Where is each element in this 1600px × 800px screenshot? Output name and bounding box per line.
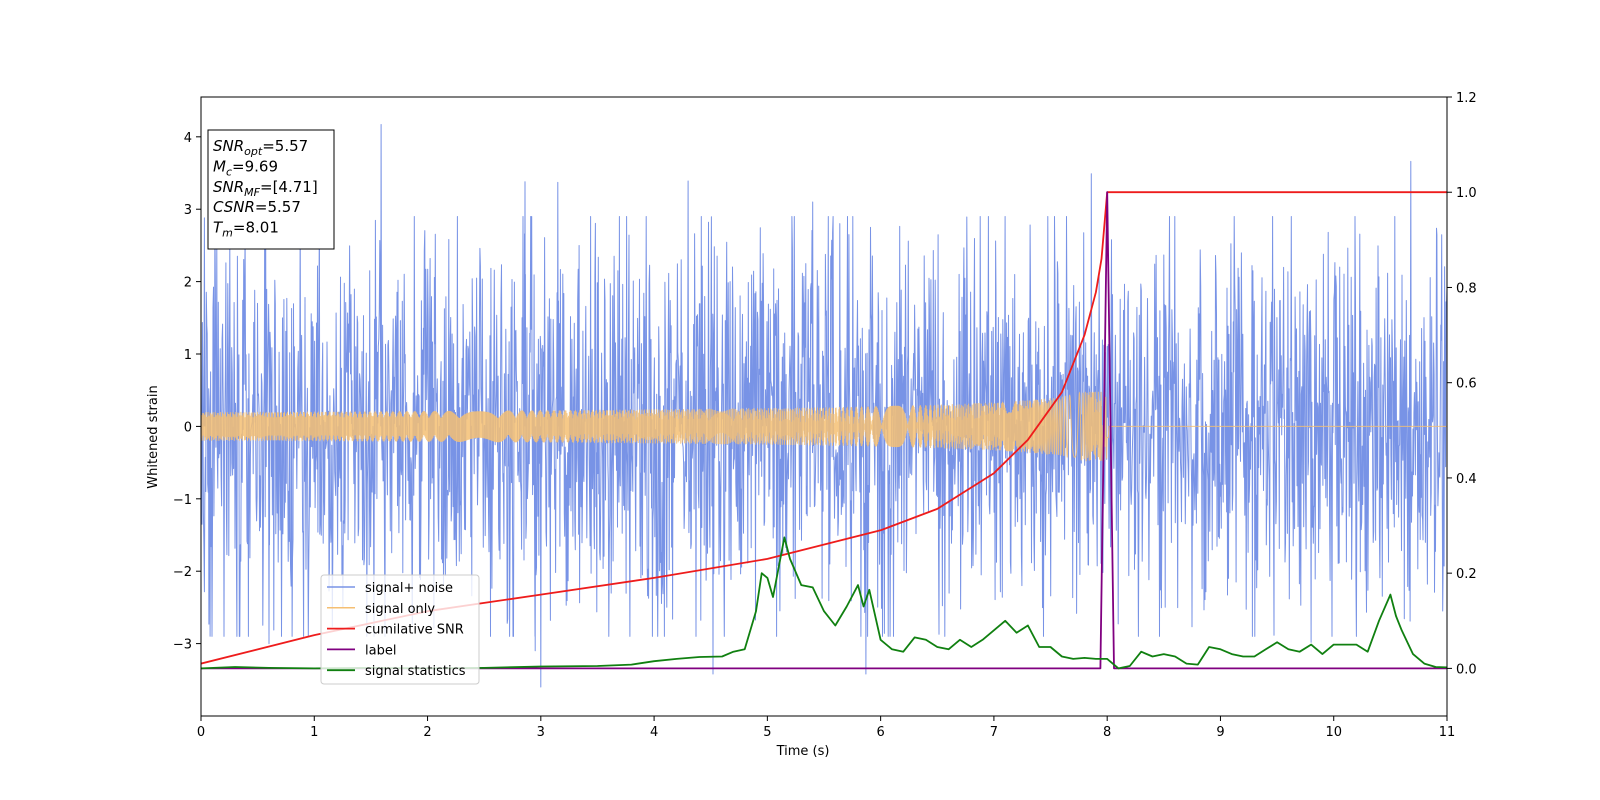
x-tick-label: 11 [1439,725,1456,740]
info-box-entry: CSNR=5.57 [213,198,301,216]
series-cumilative-snr [201,191,1447,665]
legend-entry: signal statistics [365,664,466,679]
series-signal-statistics [201,536,1447,670]
x-tick-label: 10 [1325,725,1342,740]
x-tick-label: 3 [537,725,545,740]
x-tick-label: 9 [1216,725,1224,740]
legend-entry: signal+ noise [365,581,453,596]
y-tick-label: −2 [173,565,192,580]
plot-area [201,124,1447,688]
x-tick-label: 6 [876,725,884,740]
y2-tick-label: 0.0 [1456,662,1477,677]
series-label [201,191,1447,670]
x-tick-label: 4 [650,725,658,740]
y2-tick-label: 0.2 [1456,567,1477,582]
y2-tick-label: 0.4 [1456,472,1477,487]
info-box-frame [207,129,335,250]
x-tick-label: 8 [1103,725,1111,740]
info-box-entry: Tm=8.01 [213,219,279,240]
legend: signal+ noise signal only cumilative SNR la… [320,574,480,685]
y-tick-label: 0 [184,420,192,435]
legend-entry: cumilative SNR [365,623,464,638]
y-tick-label: 2 [184,276,192,291]
legend-frame [320,574,480,685]
info-box-entry: Mc=9.69 [213,157,278,178]
legend-entry: label [365,643,396,658]
x-tick-label: 0 [197,725,205,740]
x-tick-label: 5 [763,725,771,740]
x-axis-label: Time (s) [776,744,830,759]
y2-tick-label: 0.6 [1456,377,1477,392]
y-tick-label: 4 [184,131,192,146]
series-signal-only [201,391,1447,462]
axes: 0 1 2 3 4 5 6 7 8 9 10 11 −3 −2 −1 0 1 2 3 4 0.0 0.2 0.4 0.6 0.8… [173,91,1477,740]
y2-tick-label: 1.0 [1456,186,1477,201]
x-tick-label: 1 [310,725,318,740]
series-group [201,124,1447,688]
y-tick-label: −1 [173,493,192,508]
y-tick-label: −3 [173,638,192,653]
y-tick-label: 3 [184,203,192,218]
info-box-entry: SNRMF=[4.71] [213,178,318,199]
info-box-entry: SNRopt=5.57 [213,137,308,158]
legend-entry: signal only [365,602,435,617]
series-signal-noise [201,124,1447,688]
x-tick-label: 2 [423,725,431,740]
x-tick-label: 7 [990,725,998,740]
y-tick-label: 1 [184,348,192,363]
y2-tick-label: 1.2 [1456,91,1477,106]
plot-frame [200,96,1448,717]
y-axis-label: Whitened strain [146,385,161,488]
y2-tick-label: 0.8 [1456,281,1477,296]
